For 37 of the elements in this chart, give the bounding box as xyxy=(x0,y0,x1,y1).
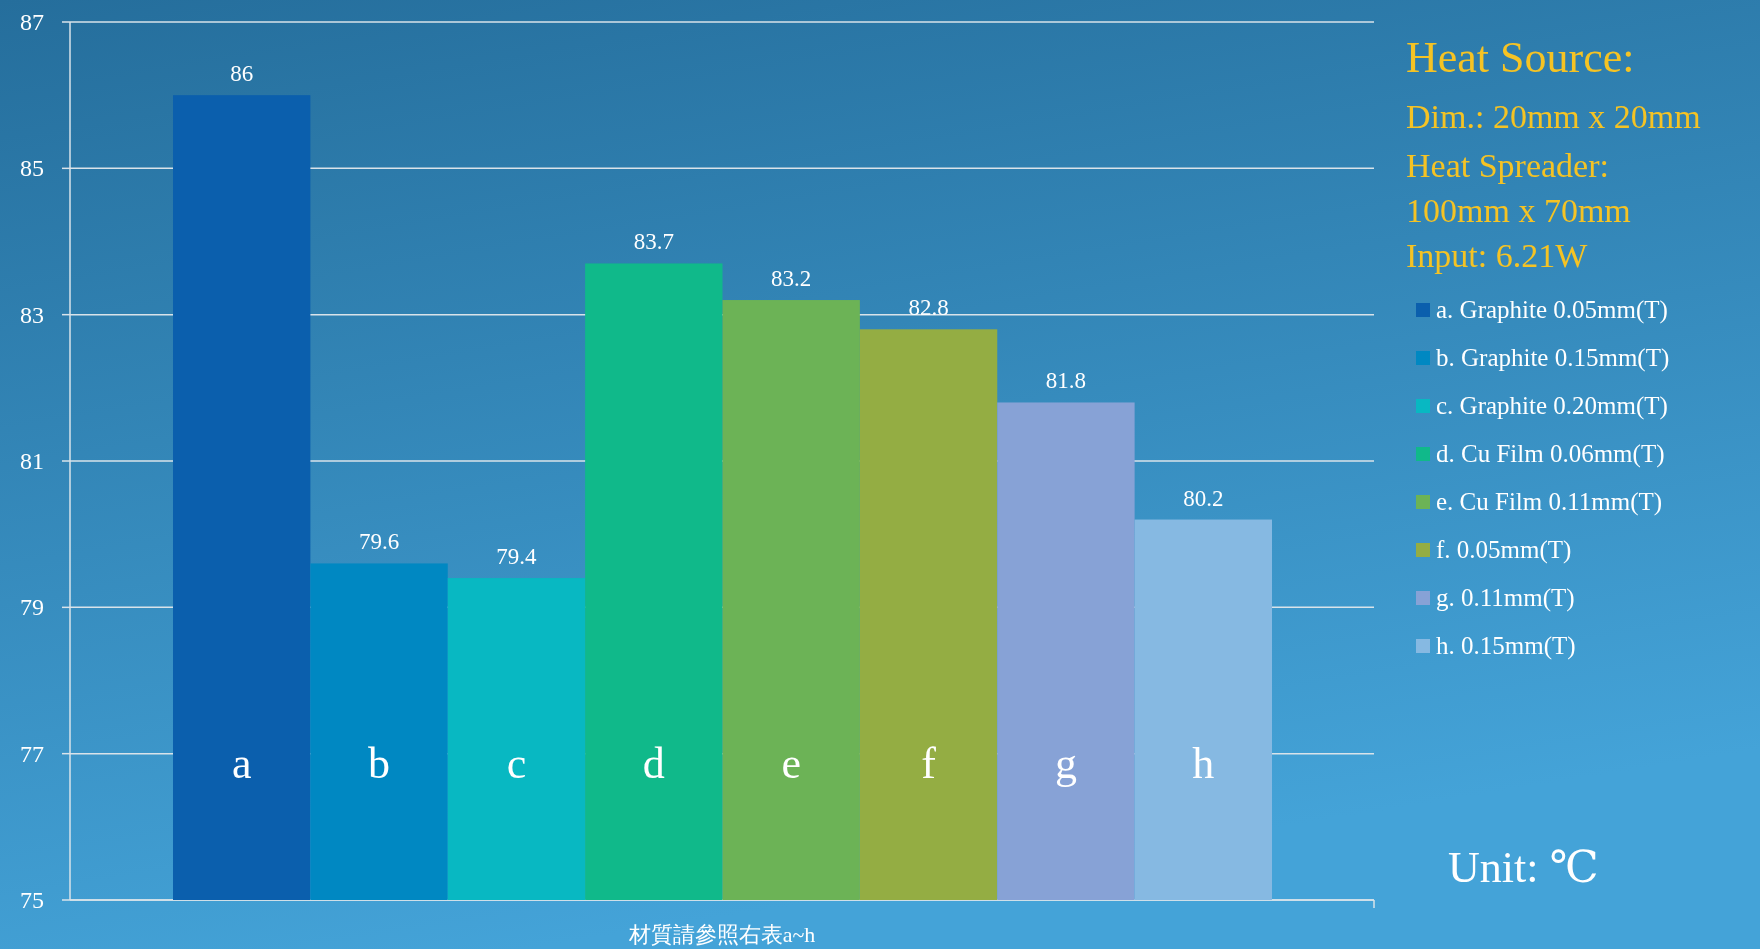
y-tick-label: 83 xyxy=(20,301,44,328)
data-label: 83.7 xyxy=(633,229,674,255)
x-tick-label: b xyxy=(368,739,391,788)
x-tick-label: d xyxy=(642,739,665,788)
text: Dim.: 20mm x 20mm xyxy=(1406,98,1701,135)
text: Unit: ℃ xyxy=(1448,843,1599,892)
data-label: 83.2 xyxy=(771,266,812,292)
x-tick-label: h xyxy=(1192,739,1215,788)
legend-label: e. Cu Film 0.11mm(T) xyxy=(1436,488,1663,516)
legend-label: g. 0.11mm(T) xyxy=(1436,584,1575,612)
legend-label: f. 0.05mm(T) xyxy=(1436,536,1572,564)
legend-label: h. 0.15mm(T) xyxy=(1436,632,1576,660)
y-tick-label: 81 xyxy=(20,448,44,474)
data-label: 81.8 xyxy=(1045,368,1087,394)
x-tick-label: f xyxy=(921,739,937,788)
data-label: 79.4 xyxy=(496,544,538,570)
data-label: 86 xyxy=(230,61,254,87)
x-tick-label: g xyxy=(1054,739,1077,788)
y-tick-label: 77 xyxy=(20,740,44,767)
x-tick-label: e xyxy=(781,739,801,788)
data-label: 80.2 xyxy=(1183,485,1224,511)
legend-label: c. Graphite 0.20mm(T) xyxy=(1436,392,1668,420)
text: Heat Spreader: xyxy=(1406,147,1609,184)
text: Input: 6.21W xyxy=(1406,237,1589,274)
data-label: 79.6 xyxy=(358,529,400,555)
legend-label: d. Cu Film 0.06mm(T) xyxy=(1436,440,1665,468)
y-tick-label: 75 xyxy=(20,887,44,913)
y-tick-label: 87 xyxy=(20,9,44,35)
x-axis-title: 材質請參照右表a~h xyxy=(627,922,816,947)
y-tick-label: 85 xyxy=(20,155,44,182)
y-tick-label: 79 xyxy=(20,594,44,621)
x-tick-label: a xyxy=(231,739,252,788)
x-tick-label: c xyxy=(506,739,527,788)
legend-label: a. Graphite 0.05mm(T) xyxy=(1436,296,1668,324)
legend-label: b. Graphite 0.15mm(T) xyxy=(1436,344,1670,372)
text: 100mm x 70mm xyxy=(1406,192,1631,229)
text: Heat Source: xyxy=(1406,33,1635,82)
